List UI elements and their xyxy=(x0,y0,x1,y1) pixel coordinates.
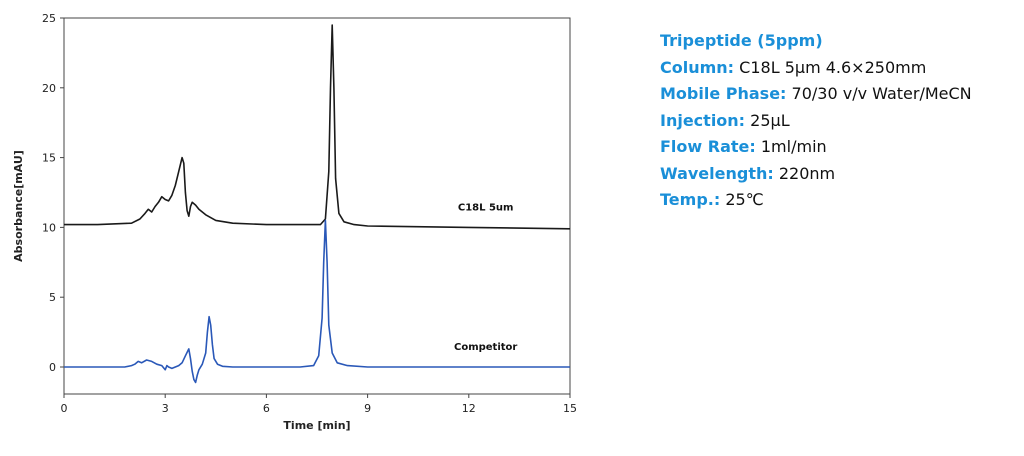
y-tick-label: 25 xyxy=(42,12,56,25)
column-key: Column: xyxy=(660,57,735,77)
sample-title: Tripeptide (5ppm) xyxy=(660,31,823,50)
wavelength-key: Wavelength: xyxy=(660,163,774,183)
series-annotation: Competitor xyxy=(454,342,517,353)
x-tick-label: 3 xyxy=(162,402,169,415)
mobile-phase-value: 70/30 v/v Water/MeCN xyxy=(791,84,972,103)
y-tick-label: 20 xyxy=(42,82,56,95)
wavelength-value: 220nm xyxy=(778,163,836,183)
x-tick-label: 12 xyxy=(462,402,476,415)
x-tick-label: 0 xyxy=(61,402,68,415)
temperature-row: Temp.: 25℃ xyxy=(660,187,1010,214)
flow-rate-key: Flow Rate: xyxy=(660,137,756,156)
series-line-competitor xyxy=(64,219,570,384)
x-axis-label: Time [min] xyxy=(283,419,350,432)
series-line-c18l xyxy=(64,24,571,230)
temperature-key: Temp.: xyxy=(660,190,721,209)
x-tick-label: 15 xyxy=(563,402,577,415)
injection-row: Injection: 25μL xyxy=(660,108,1010,135)
injection-key: Injection: xyxy=(660,110,746,130)
method-info-panel: Tripeptide (5ppm) Column: C18L 5μm 4.6×2… xyxy=(660,28,1010,214)
wavelength-row: Wavelength: 220nm xyxy=(660,161,1010,188)
flow-rate-row: Flow Rate: 1ml/min xyxy=(660,134,1010,161)
mobile-phase-row: Mobile Phase: 70/30 v/v Water/MeCN xyxy=(660,81,1010,108)
column-value: C18L 5μm 4.6×250mm xyxy=(739,57,927,77)
flow-rate-value: 1ml/min xyxy=(760,137,827,156)
column-row: Column: C18L 5μm 4.6×250mm xyxy=(660,55,1010,82)
y-tick-label: 15 xyxy=(42,152,56,165)
temperature-value: 25℃ xyxy=(725,190,764,209)
y-tick-label: 0 xyxy=(49,361,56,374)
series-annotation: C18L 5um xyxy=(458,203,514,214)
mobile-phase-key: Mobile Phase: xyxy=(660,84,787,103)
x-tick-label: 6 xyxy=(263,402,270,415)
plot-frame xyxy=(63,17,571,395)
x-tick-label: 9 xyxy=(364,402,371,415)
y-tick-label: 5 xyxy=(49,291,56,304)
y-tick-label: 10 xyxy=(42,221,56,234)
injection-value: 25μL xyxy=(750,110,790,130)
chromatogram-chart: 0 5 10 15 20 25 0 3 6 9 12 15 C18L 5um Competitor T… xyxy=(12,12,577,432)
y-axis-label: Absorbance[mAU] xyxy=(12,150,25,262)
